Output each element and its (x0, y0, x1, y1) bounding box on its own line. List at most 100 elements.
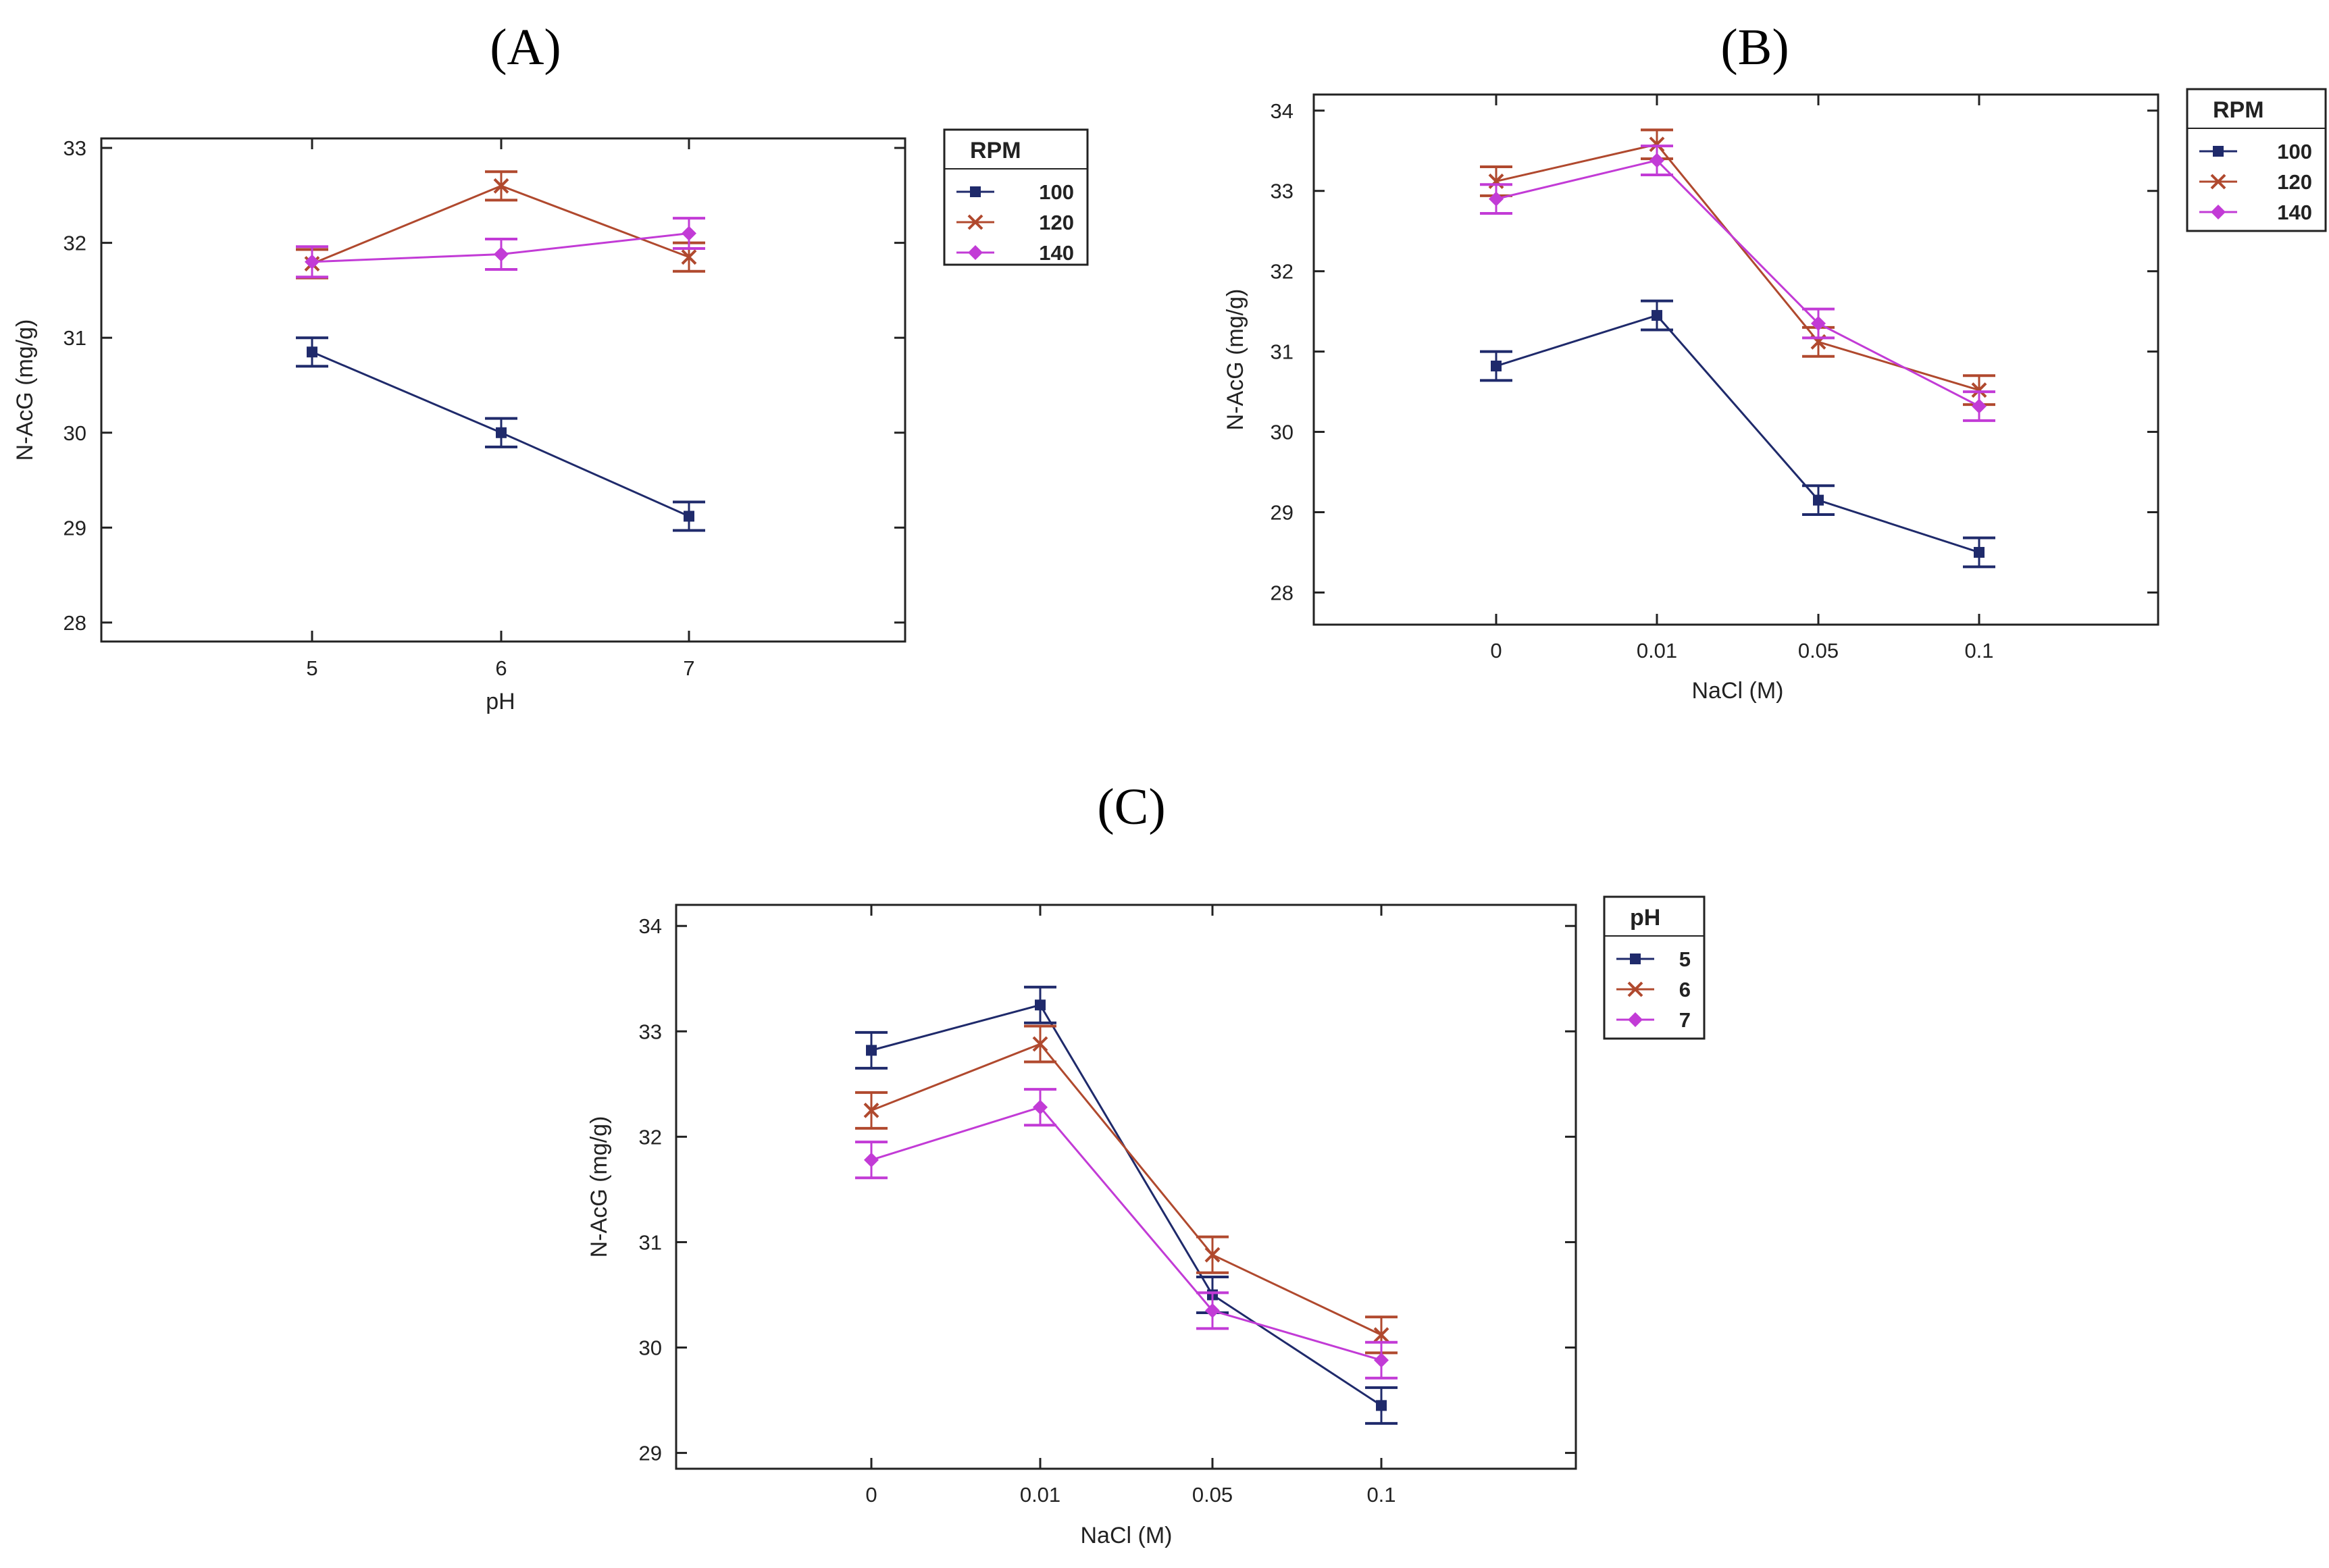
legend-label: 140 (1039, 241, 1074, 265)
legend-label: 6 (1679, 978, 1691, 1001)
y-tick-label: 30 (639, 1336, 662, 1360)
x-tick-label: 0 (1490, 639, 1502, 662)
legend-box (943, 128, 1089, 266)
x-tick-label: 0 (865, 1483, 877, 1507)
data-point (1971, 382, 1987, 398)
legend-label: 100 (2277, 140, 2312, 163)
chart-panel-2: (B) 28 29 30 31 32 33 34 0 0.01 0.05 0.1 NaCl (M) N-A… (1223, 19, 2327, 704)
legend-label: 7 (1679, 1008, 1691, 1032)
chart-panel-3: (C) 29 30 31 32 33 34 0 0.01 0.05 0.1 NaCl (M) N-AcG… (586, 779, 1706, 1548)
legend-label: 5 (1679, 947, 1691, 971)
series-line (871, 1043, 1382, 1336)
legend-title: RPM (970, 138, 1021, 163)
x-axis-title: pH (486, 689, 515, 714)
legend-marker (2213, 146, 2224, 157)
x-tick-label: 0.1 (1964, 639, 1993, 662)
legend-title: RPM (2213, 97, 2264, 123)
x-tick-label: 6 (495, 656, 507, 680)
legend-marker (1630, 953, 1641, 964)
legend-label: 120 (2277, 170, 2312, 194)
data-point (307, 346, 317, 358)
data-point (1972, 398, 1987, 414)
data-point (1811, 315, 1826, 331)
legend: RPM 100 120 140 (943, 128, 1089, 266)
data-point (1491, 361, 1502, 372)
legend-label: 120 (1039, 211, 1074, 234)
y-axis-title: N-AcG (mg/g) (586, 1116, 612, 1258)
data-point (1813, 494, 1824, 506)
x-tick-label: 0.05 (1192, 1483, 1233, 1507)
data-point (305, 254, 319, 269)
legend-title: pH (1630, 905, 1660, 931)
x-tick-label: 5 (306, 656, 317, 680)
data-point (1649, 153, 1664, 168)
data-point (863, 1102, 879, 1118)
legend-box (2186, 88, 2327, 232)
panel-label: (A) (490, 19, 561, 76)
y-tick-label: 31 (63, 326, 86, 350)
x-tick-label: 7 (683, 656, 694, 680)
y-tick-label: 30 (1271, 421, 1294, 444)
y-tick-label: 29 (1271, 500, 1294, 524)
legend-marker (1627, 981, 1643, 997)
plot-frame (100, 137, 906, 643)
y-tick-label: 31 (1271, 340, 1294, 364)
data-point (1974, 546, 1985, 558)
data-point (681, 249, 697, 265)
y-axis-title: N-AcG (mg/g) (12, 319, 38, 461)
data-point (1032, 1036, 1048, 1052)
legend-marker (968, 245, 983, 260)
legend-marker (2210, 174, 2226, 190)
data-point (1652, 310, 1662, 321)
panel-label: (C) (1097, 779, 1165, 835)
data-point (682, 226, 696, 241)
legend-marker (2211, 205, 2226, 219)
series-line (1495, 159, 1980, 407)
x-tick-label: 0.05 (1798, 639, 1839, 662)
y-tick-label: 34 (1271, 99, 1294, 123)
plot-frame (675, 904, 1577, 1470)
y-tick-label: 29 (639, 1442, 662, 1465)
chart-panel-1: (A) 28 29 30 31 32 33 5 6 7 pH N-AcG (mg/g) RPM 100 12… (12, 19, 1089, 714)
data-point (493, 178, 509, 194)
series-line (871, 1105, 1382, 1361)
legend-marker (967, 214, 983, 230)
y-tick-label: 33 (63, 136, 86, 160)
legend-marker (1628, 1012, 1643, 1027)
series-line (1495, 314, 1980, 554)
data-point (864, 1152, 879, 1168)
y-tick-label: 34 (639, 914, 662, 938)
data-point (1204, 1247, 1221, 1263)
data-point (496, 427, 507, 438)
series-140 (296, 217, 705, 279)
legend-marker (970, 186, 981, 197)
data-point (1489, 191, 1504, 207)
panel-label: (B) (1720, 19, 1789, 76)
plot-frame (1312, 93, 2159, 626)
y-tick-label: 28 (63, 611, 86, 635)
x-tick-label: 0.01 (1020, 1483, 1060, 1507)
y-tick-label: 29 (63, 516, 86, 540)
y-tick-label: 33 (1271, 180, 1294, 203)
series-100 (1480, 299, 1995, 569)
y-tick-label: 32 (1271, 260, 1294, 284)
data-point (866, 1045, 877, 1056)
series-7 (855, 1088, 1398, 1380)
data-point (1205, 1303, 1220, 1318)
data-point (1374, 1353, 1389, 1368)
y-tick-label: 31 (639, 1230, 662, 1254)
x-tick-label: 0.01 (1637, 639, 1677, 662)
legend-box (1603, 895, 1706, 1040)
legend-label: 100 (1039, 180, 1074, 204)
y-tick-label: 32 (639, 1125, 662, 1149)
x-axis-title: NaCl (M) (1692, 678, 1784, 704)
x-tick-label: 0.1 (1366, 1483, 1396, 1507)
y-tick-label: 32 (63, 232, 86, 255)
y-tick-label: 28 (1271, 581, 1294, 604)
series-140 (1480, 145, 1995, 422)
legend: pH 5 6 7 (1603, 895, 1706, 1040)
y-tick-label: 30 (63, 421, 86, 445)
y-axis-title: N-AcG (mg/g) (1223, 289, 1248, 431)
